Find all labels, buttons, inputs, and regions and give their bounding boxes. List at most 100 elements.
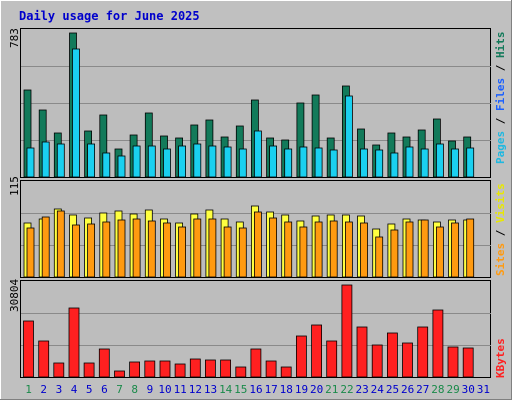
sites-bar	[223, 226, 232, 278]
kbytes-bar	[326, 340, 338, 378]
sites-bar	[132, 218, 141, 278]
sites-bar	[238, 227, 247, 278]
sites-bar	[375, 236, 384, 278]
kbytes-bar	[220, 359, 232, 378]
day-label: 24	[371, 383, 385, 396]
day-label: 25	[386, 383, 399, 396]
day-label: 9	[147, 383, 154, 396]
day-label: 19	[295, 383, 308, 396]
kbytes-bar	[417, 326, 429, 378]
visits-ymax-label: 115	[8, 176, 21, 196]
legend-entry: /	[494, 223, 507, 243]
sites-bar	[420, 219, 429, 278]
files-bar	[102, 152, 111, 178]
kbytes-bar	[114, 370, 125, 378]
legend-entry: Visits	[494, 183, 507, 223]
day-label: 3	[56, 383, 63, 396]
sites-bar	[178, 226, 187, 278]
kbytes-bar	[371, 344, 383, 378]
files-bar	[163, 148, 171, 178]
chart-bars	[21, 32, 491, 378]
kbytes-bar	[386, 332, 398, 378]
day-label: 20	[310, 383, 323, 396]
sites-bar	[314, 221, 323, 278]
day-label: 7	[116, 383, 123, 396]
hits-files-pages-legend: Pages / Files / Hits	[494, 32, 507, 165]
sites-bar	[56, 210, 65, 278]
kbytes-bar	[204, 359, 216, 378]
day-label: 17	[265, 383, 278, 396]
sites-bar	[284, 221, 293, 278]
day-label: 2	[40, 383, 47, 396]
kbytes-bar	[68, 307, 80, 378]
sites-bar	[390, 229, 399, 278]
files-bar	[253, 130, 262, 178]
day-label: 10	[158, 383, 171, 396]
kbytes-bar	[311, 324, 323, 378]
sites-bar	[193, 218, 202, 278]
day-label: 16	[249, 383, 262, 396]
kbytes-ymax-label: 30804	[8, 279, 21, 312]
day-label: 22	[340, 383, 353, 396]
files-bar	[72, 48, 80, 178]
day-label: 28	[431, 383, 444, 396]
files-bar	[466, 147, 475, 178]
sites-bar	[87, 223, 95, 278]
legend-entry: Sites	[494, 243, 507, 276]
files-bar	[405, 146, 414, 178]
files-bar	[269, 145, 278, 178]
sites-bar	[344, 221, 353, 278]
files-bar	[360, 148, 368, 178]
day-label: 15	[234, 383, 247, 396]
kbytes-bar	[174, 363, 186, 378]
files-bar	[420, 148, 429, 178]
kbytes-bar	[189, 358, 201, 378]
kbytes-bar	[129, 361, 141, 378]
legend-entry: Pages	[494, 131, 507, 164]
kbytes-bar	[356, 326, 368, 378]
sites-bar	[435, 226, 444, 278]
sites-bar	[269, 217, 278, 278]
day-label: 8	[131, 383, 138, 396]
day-axis-labels: 1 2 3 4 5 6 7 8 9 10 11 12 13 14 15 16 17 18 19 20 21 22 23 24 2…	[25, 383, 490, 396]
files-bar	[435, 143, 444, 178]
kbytes-bar	[432, 309, 444, 378]
day-label: 1	[25, 383, 32, 396]
files-bar	[26, 147, 35, 178]
kbytes-legend: KBytes	[494, 338, 507, 378]
sites-bar	[163, 222, 171, 278]
kbytes-bar	[462, 347, 474, 378]
files-bar	[208, 145, 217, 178]
hits-ymax-label: 783	[8, 28, 21, 48]
kbytes-bar	[144, 360, 156, 378]
sites-bar	[253, 211, 262, 278]
day-label: 14	[219, 383, 233, 396]
kbytes-bar	[341, 284, 353, 378]
files-bar	[56, 143, 65, 178]
files-bar	[132, 145, 141, 178]
day-label: 23	[355, 383, 368, 396]
sites-bar	[41, 216, 50, 278]
chart-title: Daily usage for June 2025	[19, 9, 200, 23]
sites-bar	[329, 220, 338, 278]
files-bar	[193, 143, 202, 178]
sites-bar	[72, 224, 80, 278]
kbytes-bar	[265, 360, 277, 378]
day-label: 29	[446, 383, 459, 396]
kbytes-bar	[447, 346, 459, 378]
day-label: 26	[401, 383, 414, 396]
day-label: 11	[174, 383, 187, 396]
sites-bar	[451, 222, 459, 278]
kbytes-bar	[295, 335, 307, 378]
kbytes-bar	[38, 340, 50, 378]
day-label: 13	[204, 383, 217, 396]
day-label: 31	[477, 383, 490, 396]
sites-bar	[360, 222, 368, 278]
sites-bar	[208, 218, 217, 278]
files-bar	[375, 149, 384, 178]
legend-entry: KBytes	[494, 338, 507, 378]
files-bar	[451, 148, 459, 178]
kbytes-bar	[250, 348, 262, 378]
